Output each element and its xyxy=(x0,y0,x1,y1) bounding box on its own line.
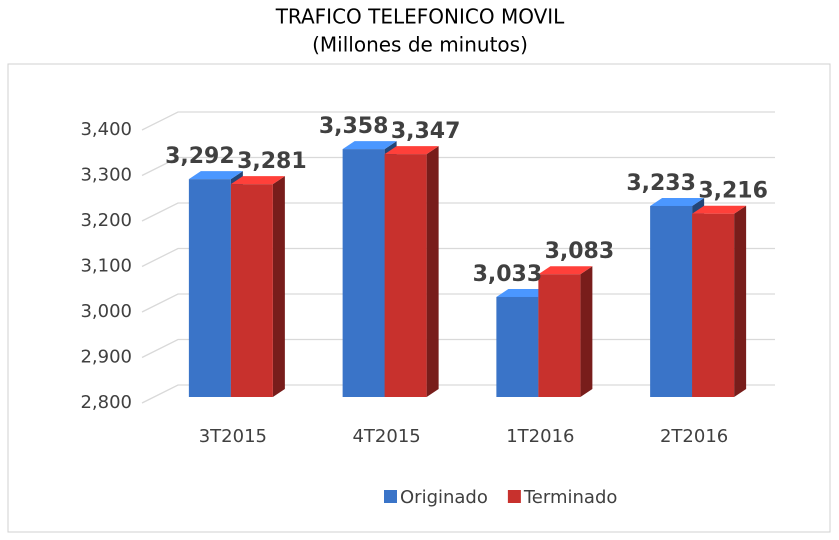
y-tick-label: 3,300 xyxy=(80,165,132,186)
y-tick-label: 2,900 xyxy=(80,347,132,368)
legend-label: Originado xyxy=(400,487,488,508)
bar-side xyxy=(426,146,439,397)
bar xyxy=(384,154,427,397)
x-tick-label: 3T2015 xyxy=(199,426,267,447)
bar xyxy=(538,274,581,397)
data-label: 3,216 xyxy=(698,179,768,204)
y-tick-label: 3,400 xyxy=(80,119,132,140)
data-label: 3,347 xyxy=(391,119,461,144)
bar-top xyxy=(538,266,593,275)
data-label: 3,292 xyxy=(165,144,235,169)
grid-line xyxy=(141,247,775,268)
bar-top xyxy=(230,176,285,185)
x-tick-label: 2T2016 xyxy=(660,426,728,447)
chart-frame xyxy=(7,63,831,533)
data-label: 3,281 xyxy=(237,149,307,174)
bar xyxy=(496,296,539,397)
bar xyxy=(650,205,693,397)
bar xyxy=(188,179,231,397)
bar-top xyxy=(650,197,705,206)
bar-side xyxy=(272,176,285,397)
data-label: 3,033 xyxy=(473,262,543,287)
legend-swatch xyxy=(384,490,397,503)
y-tick-label: 3,100 xyxy=(80,256,132,277)
chart-title: TRAFICO TELEFONICO MOVIL xyxy=(275,5,565,29)
y-tick-label: 3,200 xyxy=(80,210,132,231)
y-tick-label: 3,000 xyxy=(80,301,132,322)
bar-top xyxy=(342,141,397,150)
bar xyxy=(692,213,735,397)
data-label: 3,083 xyxy=(545,239,615,264)
x-tick-label: 4T2015 xyxy=(352,426,420,447)
legend-label: Terminado xyxy=(523,487,618,508)
grid-line xyxy=(141,111,775,131)
bar-top xyxy=(384,146,439,155)
data-label: 3,358 xyxy=(319,114,389,139)
bar-top xyxy=(496,288,551,297)
bar xyxy=(230,184,273,397)
bar-top xyxy=(692,205,747,214)
bar-top xyxy=(188,171,243,180)
bar xyxy=(342,149,385,397)
bar-side xyxy=(580,266,593,397)
legend-swatch xyxy=(507,490,521,503)
data-label: 3,233 xyxy=(626,171,696,196)
grid-line xyxy=(141,202,775,222)
chart-subtitle: (Millones de minutos) xyxy=(312,33,528,57)
x-tick-label: 1T2016 xyxy=(506,426,574,447)
bar-side xyxy=(734,205,747,397)
y-tick-label: 2,800 xyxy=(80,392,132,413)
grid-line xyxy=(141,156,775,177)
